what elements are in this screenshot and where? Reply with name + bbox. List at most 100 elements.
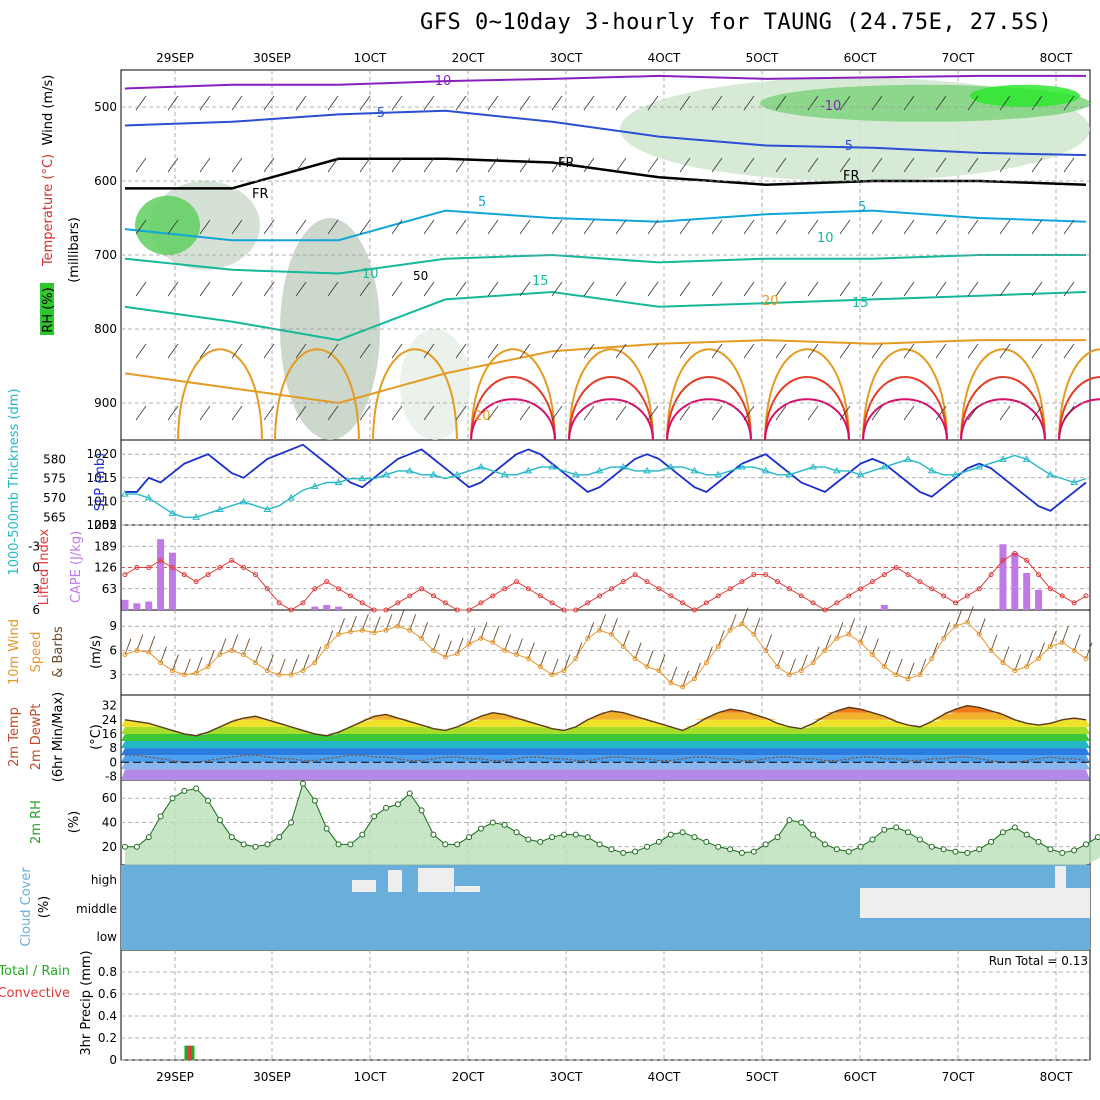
wind-barb — [1002, 646, 1010, 663]
rh-point — [133, 843, 140, 850]
wind-speed-point — [715, 643, 721, 649]
wind-barb — [999, 281, 1011, 297]
cape-bar — [1035, 589, 1043, 610]
wind-barb — [743, 405, 755, 421]
wind-barb — [903, 281, 915, 297]
thickness-point — [761, 466, 770, 474]
temp-contour — [124, 253, 1086, 275]
lifted-index-point — [324, 579, 330, 585]
rh-point — [786, 817, 793, 824]
wind-barb — [1031, 281, 1043, 297]
temp-contour — [125, 157, 1087, 190]
wind-speed-point — [668, 680, 674, 686]
wind-tick: 6 — [109, 643, 117, 657]
wind-speed-point — [312, 660, 318, 666]
wind-barb — [207, 650, 215, 667]
wind-barb — [423, 343, 435, 359]
wind-barb — [967, 281, 979, 297]
pressure-tick: 500 — [94, 100, 117, 114]
thickness-point — [904, 455, 912, 462]
wind-barb — [391, 95, 403, 111]
wind-barb — [599, 614, 606, 631]
temp-tick: 0 — [109, 755, 117, 769]
wind-speed-point — [525, 656, 531, 662]
wind-barb — [444, 640, 452, 658]
chart-title: GFS 0~10day 3-hourly for TAUNG (24.75E, … — [420, 10, 1053, 35]
wind-barb — [1073, 634, 1081, 651]
temp-contour-warm — [862, 376, 948, 441]
wind-barb — [1049, 630, 1057, 647]
date-label-top: 29SEP — [156, 51, 194, 65]
lifted-index-point — [952, 600, 958, 606]
wind-barb — [423, 281, 435, 297]
rh-point — [466, 834, 473, 841]
thickness-point — [358, 474, 367, 482]
wind-barb — [487, 343, 499, 359]
cape-bar — [1023, 572, 1031, 610]
wind-barb — [935, 95, 947, 111]
wind-barb — [999, 157, 1011, 173]
wind-barb — [487, 95, 499, 111]
wind-barb — [539, 650, 547, 667]
temp-tick: 24 — [102, 713, 117, 727]
rh-point — [430, 831, 437, 838]
wind-speed-point — [976, 631, 982, 637]
wind-barb — [717, 630, 725, 647]
wind-speed-point — [478, 635, 484, 641]
cloud-tick: low — [97, 930, 118, 944]
cape-bar — [999, 544, 1007, 610]
wind-speed-point — [964, 619, 970, 625]
wind-speed-point — [241, 652, 247, 658]
wind-barb — [903, 219, 915, 235]
wind-barb — [519, 405, 531, 421]
wind-speed-point — [798, 668, 804, 674]
lifted-index-point — [751, 572, 757, 578]
wind-barb — [895, 658, 903, 675]
ylabel-wind10-b: Speed — [29, 632, 44, 673]
lifted-index-point — [122, 572, 128, 578]
wind-barb — [615, 343, 627, 359]
wind-barb — [999, 405, 1011, 421]
li-tick: 6 — [32, 603, 40, 617]
wind-barb — [135, 157, 147, 173]
lifted-index-point — [656, 586, 662, 592]
ylabel-cape: CAPE (J/kg) — [69, 531, 84, 603]
wind-barb — [135, 405, 147, 421]
contour-label: 10 — [817, 231, 834, 246]
date-label-top: 7OCT — [942, 51, 975, 65]
rh-point — [632, 848, 639, 855]
thickness-point — [714, 470, 723, 478]
lifted-index-point — [786, 586, 792, 592]
wind-barb — [263, 343, 275, 359]
wind-barb — [935, 405, 947, 421]
slp-tick: 1015 — [86, 471, 117, 485]
wind-barb — [777, 650, 784, 667]
rh-point — [798, 819, 805, 826]
wind-barb — [615, 219, 627, 235]
wind-barb — [423, 219, 435, 235]
wind-barb — [824, 634, 832, 651]
wind-barb — [433, 634, 440, 651]
wind-barb — [327, 157, 339, 173]
temp-contour-warm — [568, 398, 654, 441]
wind-barb — [295, 95, 307, 111]
lifted-index-point — [881, 572, 887, 578]
thickness-point — [548, 463, 556, 470]
temp-band — [121, 762, 1090, 770]
wind-barb — [935, 343, 947, 359]
wind-speed-point — [775, 664, 781, 670]
wind-speed-point — [834, 635, 840, 641]
ylabel-thickness: 1000-500mb Thickness (dm) — [7, 388, 22, 575]
wind-barb — [1038, 642, 1045, 659]
wind-barb — [359, 157, 371, 173]
wind-barb — [807, 343, 819, 359]
thickness-point — [382, 470, 390, 478]
rh-point — [952, 848, 959, 855]
wind-barb — [743, 343, 755, 359]
wind-speed-point — [763, 647, 769, 653]
rh-point — [406, 790, 413, 797]
pressure-tick: 900 — [94, 396, 117, 410]
date-label-top: 4OCT — [648, 51, 681, 65]
lifted-index-point — [561, 607, 567, 613]
